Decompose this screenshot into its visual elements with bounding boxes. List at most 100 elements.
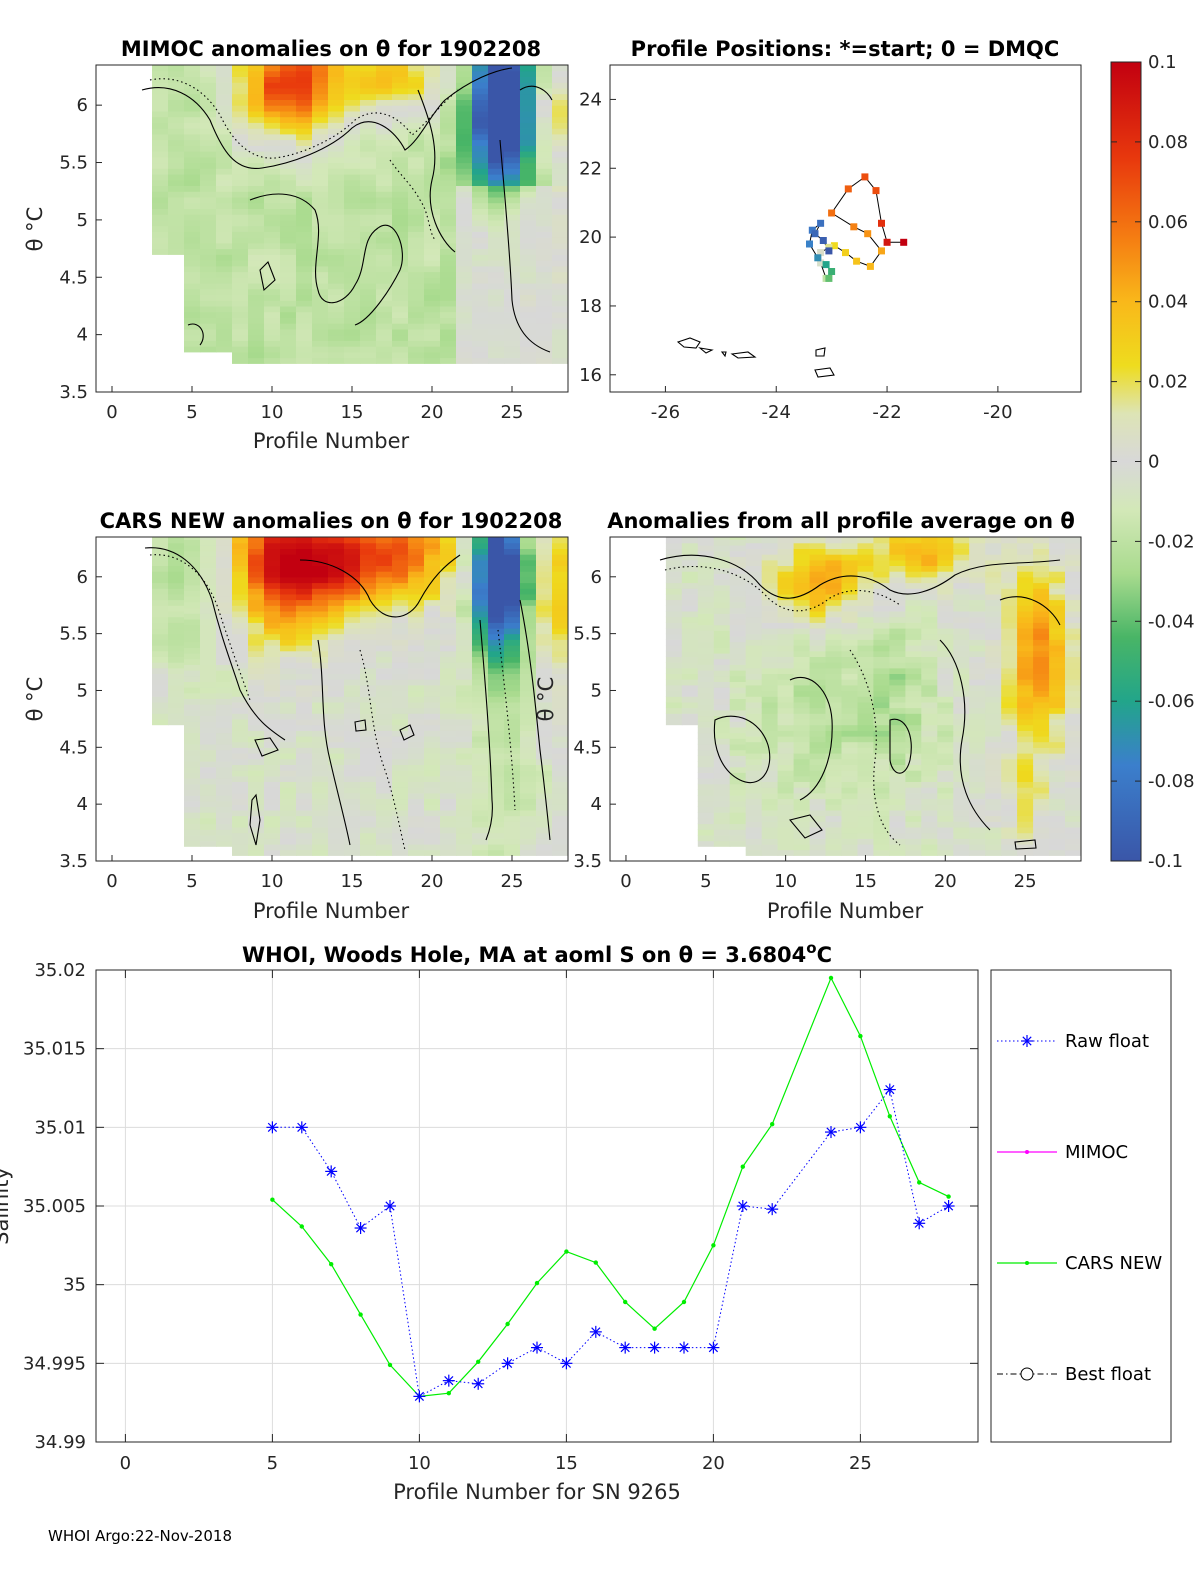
heat-cell [440, 605, 457, 612]
heat-cell [456, 684, 473, 692]
heat-cell [472, 277, 489, 284]
legend-raw-label: Raw float [1065, 1031, 1149, 1052]
heat-cell [761, 775, 779, 782]
heat-cell [376, 571, 393, 578]
heat-cell [440, 804, 457, 811]
heat-cell [1017, 548, 1034, 555]
heat-cell [937, 741, 954, 748]
heat-cell [777, 554, 795, 561]
heat-cell [344, 179, 361, 186]
heat-cell [793, 718, 811, 726]
heat-cell [296, 116, 313, 123]
heat-cell [440, 559, 457, 566]
heat-cell [168, 139, 185, 146]
heat-cell [985, 792, 1002, 800]
heat-cell [312, 571, 329, 578]
heat-cell [408, 576, 425, 584]
heat-cell [184, 596, 201, 603]
heat-cell [889, 838, 906, 845]
heat-cell [552, 804, 568, 811]
heat-cell [328, 542, 345, 549]
heat-cell [312, 815, 329, 822]
heat-cell [280, 821, 297, 828]
heat-cell [360, 225, 377, 232]
heat-cell [761, 735, 779, 743]
heat-cell [713, 715, 731, 722]
heat-cell [312, 639, 329, 646]
heat-cell [232, 576, 249, 584]
heat-cell [200, 749, 217, 756]
heat-cell [825, 599, 843, 606]
heat-cell [793, 843, 811, 851]
heat-cell [552, 832, 568, 839]
heat-cell [985, 741, 1002, 748]
heat-cell [424, 804, 441, 811]
heat-cell [1001, 826, 1018, 834]
heat-cell [536, 542, 553, 549]
heat-cell [296, 707, 313, 714]
heat-cell [1001, 559, 1018, 566]
heat-cell [312, 707, 329, 714]
heat-cell [456, 351, 473, 359]
allavg-yticks: 3.544.555.56 [573, 567, 616, 872]
heat-cell [248, 168, 265, 175]
heat-cell [504, 162, 521, 169]
heat-cell [488, 323, 505, 330]
heat-cell [729, 755, 747, 762]
heat-cell [1017, 747, 1034, 754]
heat-cell [328, 139, 345, 146]
heat-cell [200, 812, 217, 819]
footer-text: WHOI Argo:22-Nov-2018 [48, 1527, 232, 1545]
heat-cell [392, 588, 409, 595]
heat-cell [1001, 838, 1018, 845]
heat-cell [857, 537, 875, 544]
heat-cell [745, 673, 763, 680]
heat-cell [857, 815, 875, 822]
heat-cell [392, 277, 409, 284]
heat-cell [488, 105, 505, 112]
heat-cell [280, 271, 297, 278]
heat-cell [1017, 610, 1034, 618]
heat-cell [520, 277, 537, 284]
heat-cell [777, 582, 795, 589]
heat-cell [504, 730, 521, 737]
heat-cell [296, 542, 313, 549]
heat-cell [312, 248, 329, 255]
heat-cell [376, 168, 393, 175]
heat-cell [312, 139, 329, 146]
heat-cell [488, 832, 505, 839]
heat-cell [408, 122, 425, 129]
heat-cell [520, 741, 537, 748]
heat-cell [216, 128, 233, 135]
heat-cell [440, 656, 457, 663]
positions-title: Profile Positions: *=start; 0 = DMQC [631, 37, 1060, 61]
heat-cell [681, 593, 699, 601]
heat-cell [248, 724, 265, 731]
heat-cell [360, 174, 377, 181]
heat-cell [937, 576, 954, 584]
heat-cell [264, 128, 281, 135]
heat-cell [1049, 696, 1066, 703]
heat-cell [456, 265, 473, 273]
heat-cell [504, 105, 521, 112]
heat-cell [809, 650, 827, 657]
heat-cell [504, 156, 521, 164]
heat-cell [665, 627, 683, 635]
heat-cell [408, 696, 425, 703]
heat-cell [745, 554, 763, 561]
heat-cell [312, 311, 329, 318]
heat-cell [729, 800, 747, 807]
heat-cell [200, 219, 217, 227]
heat-cell [905, 787, 922, 794]
heat-cell [264, 168, 281, 175]
heat-cell [360, 679, 377, 686]
heat-cell [344, 633, 361, 640]
heat-cell [1033, 576, 1050, 584]
heat-cell [857, 838, 875, 845]
heat-cell [152, 151, 169, 158]
y-tick-label: 4.5 [59, 267, 88, 288]
heat-cell [552, 548, 568, 555]
heat-cell [408, 571, 425, 578]
heat-cell [312, 340, 329, 347]
heat-cell [873, 673, 890, 680]
